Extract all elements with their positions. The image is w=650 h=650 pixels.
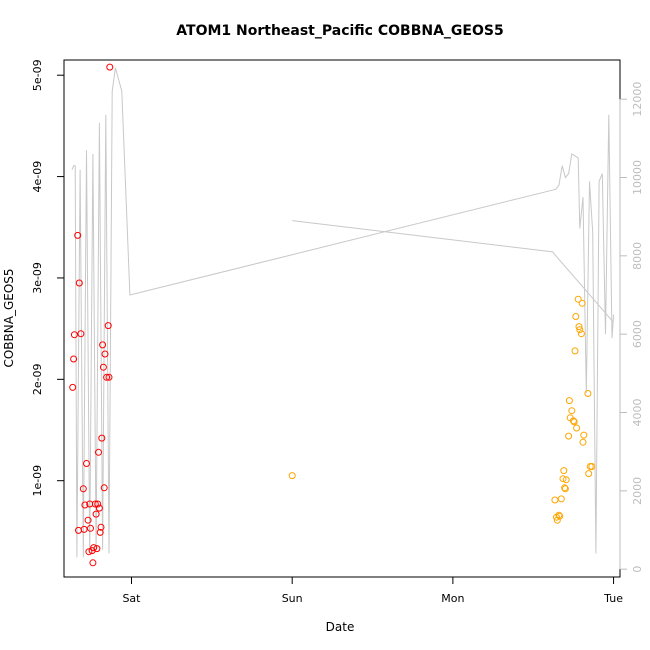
data-point bbox=[579, 438, 587, 446]
data-point bbox=[557, 495, 565, 503]
data-point bbox=[560, 467, 568, 475]
y-tick-label: 1e-09 bbox=[31, 465, 44, 497]
x-tick-label: Sat bbox=[122, 592, 141, 605]
y2-tick-label: 12000 bbox=[631, 82, 644, 117]
data-point bbox=[100, 484, 108, 492]
y-axis: 1e-09 2e-09 3e-09 4e-09 5e-09 bbox=[31, 59, 65, 497]
data-point bbox=[92, 510, 100, 518]
data-point bbox=[555, 511, 563, 519]
data-point bbox=[105, 373, 113, 381]
data-point bbox=[69, 383, 77, 391]
data-point bbox=[578, 299, 586, 307]
data-point bbox=[81, 501, 89, 509]
altitude-line-0 bbox=[71, 67, 615, 558]
x-axis: Sat Sun Mon Tue bbox=[122, 576, 623, 605]
x-tick-label: Mon bbox=[441, 592, 464, 605]
data-point bbox=[288, 472, 296, 480]
y-axis-label: COBBNA_GEOS5 bbox=[2, 268, 16, 367]
data-point bbox=[561, 485, 569, 493]
data-point bbox=[588, 463, 596, 470]
y2-tick-label: 4000 bbox=[631, 399, 644, 427]
data-point bbox=[70, 355, 78, 363]
y-tick-label: 4e-09 bbox=[31, 161, 44, 193]
data-point bbox=[573, 424, 581, 432]
altitude-line-1 bbox=[292, 220, 614, 323]
plot-area-box bbox=[63, 59, 621, 578]
y-tick-label: 5e-09 bbox=[31, 59, 44, 91]
data-point bbox=[97, 523, 105, 531]
data-point bbox=[575, 323, 583, 331]
data-point bbox=[85, 548, 93, 556]
data-point bbox=[568, 407, 576, 415]
data-point bbox=[569, 417, 577, 425]
data-point bbox=[577, 330, 585, 338]
data-point bbox=[559, 475, 567, 483]
data-point bbox=[75, 279, 83, 287]
x-tick-label: Tue bbox=[603, 592, 623, 605]
data-point bbox=[576, 326, 584, 334]
data-point bbox=[83, 460, 90, 467]
y2-tick-label: 8000 bbox=[631, 242, 644, 270]
data-point bbox=[74, 231, 82, 239]
data-point bbox=[561, 484, 569, 492]
chart-title: ATOM1 Northeast_Pacific COBBNA_GEOS5 bbox=[176, 23, 503, 39]
y2-axis-right: 0 2000 4000 6000 8000 10000 12000 bbox=[619, 82, 644, 573]
altitude-lines bbox=[71, 67, 615, 558]
y-tick-label: 3e-09 bbox=[31, 262, 44, 294]
data-point bbox=[584, 390, 592, 397]
y2-tick-label: 2000 bbox=[631, 477, 644, 505]
data-point bbox=[99, 363, 107, 371]
data-point bbox=[565, 397, 573, 405]
data-point bbox=[556, 512, 564, 520]
data-point bbox=[570, 418, 578, 426]
data-points bbox=[69, 63, 596, 567]
data-point bbox=[87, 524, 94, 532]
data-point bbox=[90, 544, 98, 552]
data-point bbox=[562, 476, 570, 484]
data-point bbox=[79, 485, 87, 493]
data-point bbox=[101, 350, 109, 358]
data-point bbox=[84, 516, 92, 524]
data-point bbox=[94, 500, 102, 508]
data-point bbox=[104, 322, 112, 330]
data-point bbox=[95, 504, 103, 512]
data-point bbox=[585, 470, 593, 478]
y2-tick-label: 6000 bbox=[631, 320, 644, 348]
data-point bbox=[580, 431, 588, 439]
y2-tick-label: 0 bbox=[631, 566, 644, 573]
data-point bbox=[99, 341, 107, 349]
y-tick-label: 2e-09 bbox=[31, 363, 44, 395]
data-point bbox=[565, 432, 573, 440]
data-point bbox=[80, 525, 88, 533]
data-point bbox=[91, 500, 99, 508]
data-point bbox=[106, 63, 114, 71]
x-axis-label: Date bbox=[326, 620, 355, 634]
data-point bbox=[551, 496, 559, 504]
data-point bbox=[95, 448, 102, 456]
x-tick-label: Sun bbox=[282, 592, 303, 605]
data-point bbox=[89, 559, 97, 567]
data-point bbox=[572, 313, 580, 320]
data-point bbox=[571, 347, 579, 355]
y2-tick-label: 10000 bbox=[631, 160, 644, 195]
data-point bbox=[103, 373, 111, 381]
data-point bbox=[77, 330, 85, 338]
data-point bbox=[96, 528, 104, 536]
data-point bbox=[93, 545, 101, 553]
data-point bbox=[70, 331, 78, 339]
data-point bbox=[98, 434, 106, 442]
data-point bbox=[574, 295, 582, 303]
